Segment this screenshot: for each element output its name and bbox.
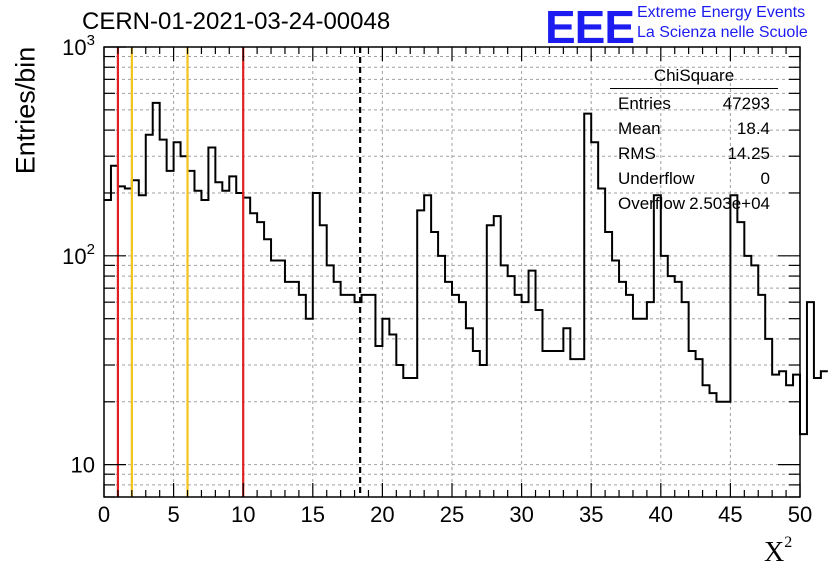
- stats-value: 14.25: [727, 144, 770, 163]
- stats-label: RMS: [618, 144, 656, 163]
- logo-line-2: La Scienza nelle Scuole: [637, 24, 808, 41]
- y-tick-exponent: 3: [87, 32, 95, 49]
- stats-row-mean: Mean 18.4: [610, 116, 778, 141]
- stats-value: 47293: [722, 94, 770, 113]
- stats-label: Underflow: [618, 169, 695, 188]
- stats-name: ChiSquare: [610, 66, 778, 89]
- y-tick-exponent: 2: [87, 241, 95, 258]
- x-tick-label: 10: [231, 502, 255, 527]
- x-axis-label: X2: [764, 533, 793, 568]
- x-tick-label: 20: [370, 502, 394, 527]
- x-tick-label: 50: [788, 502, 812, 527]
- stats-row-entries: Entries 47293: [610, 91, 778, 116]
- chart-title: CERN-01-2021-03-24-00048: [82, 8, 391, 35]
- y-tick-label: 102: [62, 241, 95, 269]
- stats-label: Mean: [618, 119, 661, 138]
- y-tick-label: 103: [62, 32, 95, 60]
- stats-row-underflow: Underflow 0: [610, 166, 778, 191]
- histogram: [104, 101, 828, 436]
- logo-line-1: Extreme Energy Events: [637, 4, 806, 21]
- x-tick-label: 15: [301, 502, 325, 527]
- stats-label: Entries: [618, 94, 671, 113]
- x-tick-label: 45: [718, 502, 742, 527]
- x-tick-label: 30: [509, 502, 533, 527]
- stats-row-rms: RMS 14.25: [610, 141, 778, 166]
- x-tick-label: 0: [98, 502, 110, 527]
- x-tick-label: 40: [649, 502, 673, 527]
- y-tick-label: 10: [71, 453, 95, 478]
- x-tick-label: 35: [579, 502, 603, 527]
- x-tick-label: 25: [440, 502, 464, 527]
- eee-logo: EEE: [545, 1, 635, 53]
- histogram-line: [104, 101, 828, 436]
- marker-lines: [116, 47, 362, 497]
- stats-box: ChiSquare Entries 47293 Mean 18.4 RMS 14…: [610, 66, 778, 216]
- stats-label: Overflow: [618, 194, 686, 213]
- stats-value: 0: [760, 169, 770, 188]
- stats-value: 2.503e+04: [689, 194, 770, 213]
- stats-row-overflow: Overflow 2.503e+04: [610, 191, 778, 216]
- x-tick-label: 5: [167, 502, 179, 527]
- y-axis-label: Entries/bin: [10, 46, 41, 175]
- stats-value: 18.4: [736, 119, 770, 138]
